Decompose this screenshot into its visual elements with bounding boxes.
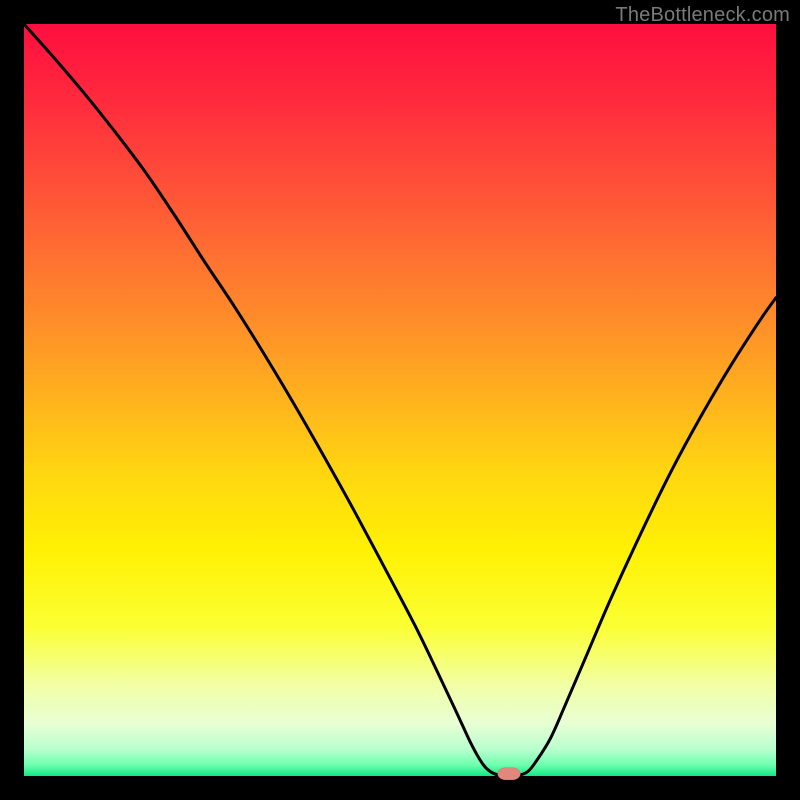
chart-container: TheBottleneck.com (0, 0, 800, 800)
watermark-text: TheBottleneck.com (615, 4, 790, 27)
plot-area (24, 24, 776, 776)
bottleneck-curve-chart (0, 0, 800, 800)
optimum-marker (498, 768, 521, 780)
